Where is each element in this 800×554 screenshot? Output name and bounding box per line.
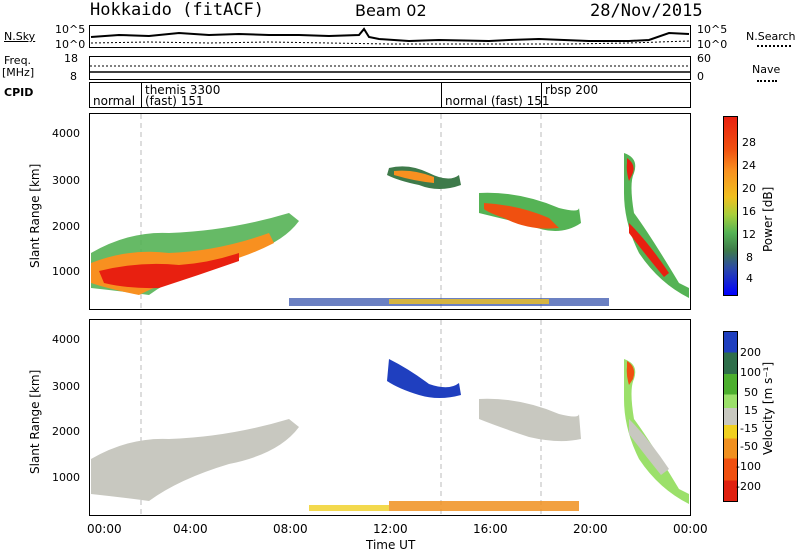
velocity-cb-tick-m50: -50 <box>740 440 758 453</box>
freq-right-tick-bottom: 0 <box>697 70 704 83</box>
velocity-echo-region-2 <box>387 359 461 398</box>
noise-search-legend-line <box>757 45 791 47</box>
power-ytick-4000: 4000 <box>52 127 80 140</box>
velocity-echo-region-5 <box>309 501 579 511</box>
power-heatmap <box>91 114 689 309</box>
velocity-cb-tick-100: 100 <box>740 366 761 379</box>
noise-right-tick-bottom: 10^0 <box>697 38 728 51</box>
velocity-colorbar <box>723 331 738 502</box>
power-echo-region-1 <box>91 213 299 295</box>
station-title: Hokkaido (fitACF) <box>90 0 264 20</box>
cpid-segment-themis: themis 3300 <box>145 83 221 97</box>
power-ylabel: Slant Range [km] <box>28 163 42 268</box>
velocity-colorbar-label: Velocity [m s⁻¹] <box>761 361 775 455</box>
power-colorbar-label: Power [dB] <box>761 186 775 252</box>
power-colorbar <box>723 116 738 296</box>
power-ytick-2000: 2000 <box>52 220 80 233</box>
cpid-divider-2 <box>441 82 442 108</box>
noise-plot <box>90 27 690 45</box>
xaxis-label: Time UT <box>366 538 416 552</box>
power-panel-frame <box>89 113 691 310</box>
velocity-cb-tick-50: 50 <box>744 386 758 399</box>
velocity-cb-tick-m100: -100 <box>736 460 761 473</box>
power-echo-region-5 <box>289 298 609 306</box>
freq-label-line1: Freq. <box>4 54 32 67</box>
cpid-segment-fast: (fast) 151 <box>145 94 204 108</box>
cpid-divider-3 <box>541 82 542 108</box>
freq-label-line2: [MHz] <box>2 66 35 79</box>
noise-left-tick-bottom: 10^0 <box>55 38 86 51</box>
velocity-echo-region-3 <box>479 398 581 442</box>
noise-panel-frame <box>89 25 691 48</box>
beam-title: Beam 02 <box>355 1 427 20</box>
velocity-echo-region-1 <box>91 419 299 501</box>
nave-label: Nave <box>752 63 781 76</box>
cpid-panel-frame <box>89 82 691 108</box>
power-echo-region-3 <box>479 192 581 232</box>
velocity-heatmap <box>91 320 689 515</box>
noise-right-tick-top: 10^5 <box>697 23 728 36</box>
power-cb-tick-16: 16 <box>742 205 756 218</box>
power-cb-tick-12: 12 <box>742 228 756 241</box>
power-cb-tick-8: 8 <box>746 251 753 264</box>
noise-sky-label: N.Sky <box>4 30 36 43</box>
noise-left-tick-top: 10^5 <box>55 23 86 36</box>
power-ytick-3000: 3000 <box>52 174 80 187</box>
xtick-12: 12:00 <box>373 522 408 536</box>
velocity-ylabel: Slant Range [km] <box>28 369 42 474</box>
velocity-cb-tick-15: 15 <box>744 404 758 417</box>
nave-legend-line <box>757 80 777 82</box>
power-ytick-1000: 1000 <box>52 265 80 278</box>
cpid-divider-1 <box>141 82 142 108</box>
noise-search-label: N.Search <box>746 30 796 43</box>
freq-left-tick-bottom: 8 <box>70 70 77 83</box>
velocity-ytick-4000: 4000 <box>52 333 80 346</box>
xtick-00: 00:00 <box>87 522 122 536</box>
xtick-04: 04:00 <box>173 522 208 536</box>
freq-left-tick-top: 18 <box>64 52 78 65</box>
power-echo-region-4 <box>624 153 689 298</box>
freq-plot <box>90 65 690 73</box>
freq-panel-frame <box>89 56 691 80</box>
velocity-echo-region-4 <box>624 359 689 504</box>
freq-right-tick-top: 60 <box>697 52 711 65</box>
velocity-ytick-2000: 2000 <box>52 425 80 438</box>
cpid-segment-normal: normal <box>93 94 136 108</box>
velocity-cb-tick-200: 200 <box>740 346 761 359</box>
velocity-cb-tick-m15: -15 <box>740 422 758 435</box>
power-cb-tick-20: 20 <box>742 182 756 195</box>
velocity-panel-frame <box>89 319 691 516</box>
date-title: 28/Nov/2015 <box>590 1 703 21</box>
xtick-16: 16:00 <box>473 522 508 536</box>
xtick-24: 00:00 <box>673 522 708 536</box>
xtick-20: 20:00 <box>573 522 608 536</box>
cpid-label: CPID <box>4 86 34 99</box>
velocity-ytick-3000: 3000 <box>52 380 80 393</box>
velocity-ytick-1000: 1000 <box>52 471 80 484</box>
velocity-cb-tick-m200: -200 <box>736 480 761 493</box>
power-cb-tick-24: 24 <box>742 159 756 172</box>
power-cb-tick-28: 28 <box>742 136 756 149</box>
cpid-segment-normal-fast: normal (fast) 151 <box>445 94 550 108</box>
xtick-08: 08:00 <box>273 522 308 536</box>
power-echo-region-2 <box>387 166 461 189</box>
power-cb-tick-4: 4 <box>746 272 753 285</box>
cpid-segment-rbsp: rbsp 200 <box>545 83 599 97</box>
